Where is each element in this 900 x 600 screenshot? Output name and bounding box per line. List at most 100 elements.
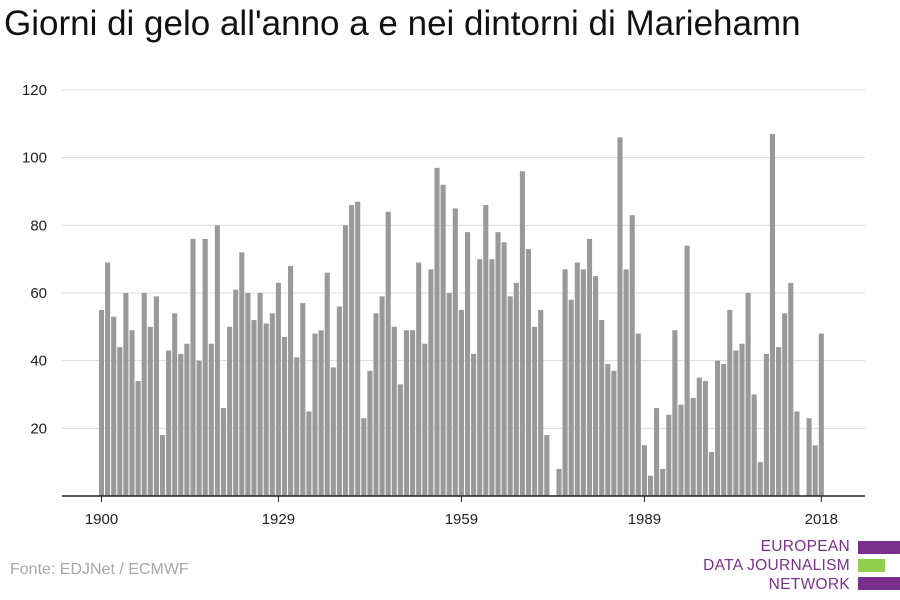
bar-2003 — [727, 309, 733, 496]
bar-1970 — [525, 249, 532, 496]
bar-1905 — [129, 330, 135, 496]
bar-1928 — [269, 313, 275, 496]
bar-1955 — [434, 167, 440, 496]
bar-2000 — [708, 452, 715, 496]
bar-1927 — [263, 323, 269, 496]
bar-1931 — [288, 265, 294, 496]
bar-1941 — [349, 205, 355, 496]
bar-1948 — [391, 326, 397, 496]
bar-1962 — [477, 259, 483, 496]
bar-2001 — [715, 360, 721, 496]
bar-1969 — [519, 171, 525, 496]
bar-2005 — [739, 343, 745, 496]
bar-1907 — [141, 293, 147, 496]
bar-1925 — [251, 320, 257, 496]
bar-1937 — [324, 272, 330, 496]
y-tick-label: 20 — [30, 420, 47, 437]
bar-1900 — [98, 309, 105, 496]
bar-1911 — [166, 350, 172, 496]
bar-1903 — [117, 347, 123, 496]
bar-1963 — [483, 205, 489, 496]
logo-bar-purple-top — [858, 541, 900, 554]
bar-1958 — [452, 208, 458, 497]
bar-1991 — [654, 408, 660, 496]
bar-1981 — [593, 276, 599, 496]
bar-2006 — [745, 293, 751, 496]
bar-1998 — [696, 377, 702, 496]
bar-2010 — [769, 133, 776, 497]
bar-1949 — [397, 384, 403, 496]
bar-1943 — [361, 418, 367, 496]
bar-1933 — [300, 303, 306, 496]
bar-1919 — [214, 225, 220, 496]
bar-2014 — [794, 411, 800, 496]
bar-2007 — [751, 394, 757, 496]
bar-1976 — [562, 269, 568, 496]
bar-1908 — [147, 326, 153, 496]
bar-2018 — [818, 333, 824, 496]
y-tick-label: 60 — [30, 285, 47, 302]
logo-bar-purple-bottom — [858, 577, 900, 590]
bar-1971 — [532, 326, 538, 496]
bar-1978 — [574, 262, 580, 496]
y-tick-label: 120 — [22, 82, 47, 99]
bar-1929 — [275, 282, 281, 496]
bar-1990 — [647, 475, 654, 496]
bars — [98, 133, 824, 497]
bar-1951 — [410, 330, 416, 496]
bar-2002 — [721, 364, 727, 496]
bar-1967 — [507, 296, 513, 496]
bar-1956 — [440, 184, 446, 497]
bar-2009 — [763, 353, 769, 496]
bar-1947 — [385, 211, 391, 497]
bar-1940 — [342, 225, 349, 496]
bar-1968 — [513, 282, 519, 496]
bar-1972 — [538, 309, 544, 496]
source-note: Fonte: EDJNet / ECMWF — [10, 561, 189, 578]
bar-1935 — [312, 333, 318, 496]
bar-1961 — [471, 353, 477, 496]
bar-1966 — [501, 242, 507, 496]
bar-2013 — [788, 282, 794, 496]
x-tick-label: 1929 — [262, 511, 295, 528]
bar-1987 — [629, 215, 635, 496]
bar-1980 — [586, 238, 593, 496]
bar-1923 — [239, 252, 245, 496]
bar-2016 — [806, 418, 812, 496]
x-tick-label: 1989 — [628, 511, 661, 528]
bar-1957 — [446, 293, 452, 496]
y-tick-label: 80 — [30, 217, 47, 234]
bar-1906 — [135, 380, 141, 496]
y-axis-ticks: 20 40 60 80 100 120 — [22, 82, 47, 437]
bar-1960 — [464, 232, 471, 496]
bar-1932 — [294, 357, 300, 496]
bar-1934 — [306, 411, 312, 496]
bar-1989 — [641, 445, 647, 496]
x-tick-label: 2018 — [805, 511, 838, 528]
bar-1965 — [495, 232, 501, 496]
bar-1986 — [623, 269, 629, 496]
edjnet-logo: EUROPEAN DATA JOURNALISM NETWORK — [700, 538, 900, 596]
bar-1902 — [111, 316, 117, 496]
bar-2004 — [733, 350, 739, 496]
bar-1983 — [605, 364, 611, 496]
x-tick-label: 1959 — [445, 511, 478, 528]
bar-1921 — [227, 326, 233, 496]
bar-1945 — [373, 313, 379, 496]
bar-1964 — [489, 259, 495, 496]
bar-1959 — [458, 309, 464, 496]
bar-1999 — [702, 380, 708, 496]
bar-1912 — [172, 313, 178, 496]
bar-1985 — [617, 137, 623, 496]
bar-1993 — [666, 414, 672, 496]
bar-1916 — [196, 360, 202, 496]
y-tick-label: 40 — [30, 353, 47, 370]
logo-line-1: EUROPEAN — [760, 538, 850, 555]
bar-1984 — [611, 370, 617, 496]
bar-1979 — [580, 269, 586, 496]
bar-1992 — [660, 468, 666, 496]
bar-1938 — [330, 367, 336, 496]
bar-1922 — [233, 289, 239, 496]
bar-1930 — [281, 336, 288, 496]
x-axis: 1900 1929 1959 1989 2018 — [62, 495, 865, 528]
